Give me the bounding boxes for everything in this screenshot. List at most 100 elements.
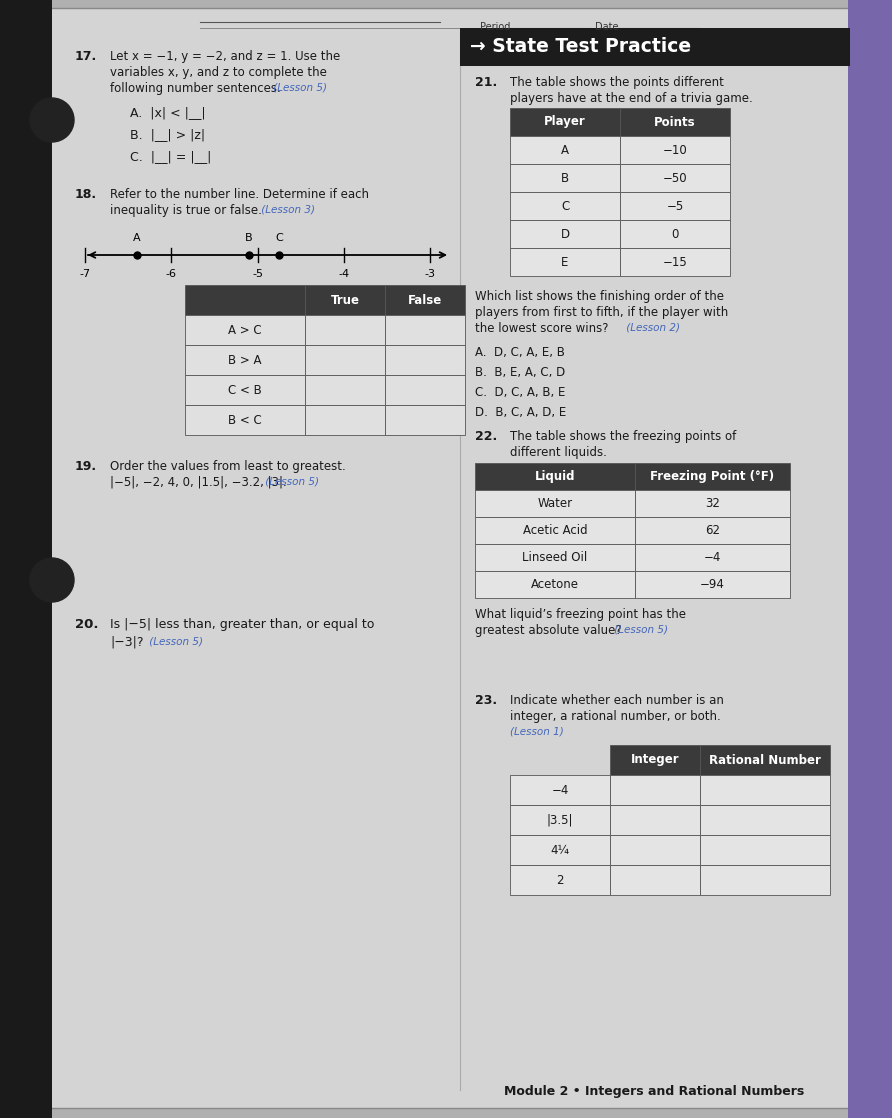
Text: (Lesson 2): (Lesson 2) [623, 322, 680, 332]
Text: −4: −4 [551, 784, 569, 796]
FancyBboxPatch shape [620, 220, 730, 248]
Text: False: False [408, 294, 442, 306]
Text: -3: -3 [425, 269, 435, 280]
FancyBboxPatch shape [475, 517, 635, 544]
FancyBboxPatch shape [635, 571, 790, 598]
FancyBboxPatch shape [700, 865, 830, 896]
FancyBboxPatch shape [0, 0, 52, 1118]
FancyBboxPatch shape [510, 865, 610, 896]
Text: True: True [331, 294, 359, 306]
Text: -4: -4 [338, 269, 350, 280]
Text: Acetone: Acetone [531, 578, 579, 591]
Text: Is |−5| less than, greater than, or equal to: Is |−5| less than, greater than, or equa… [110, 618, 375, 631]
Text: D.  B, C, A, D, E: D. B, C, A, D, E [475, 406, 566, 419]
Text: the lowest score wins?: the lowest score wins? [475, 322, 608, 335]
Text: |3.5|: |3.5| [547, 814, 574, 826]
Text: −4: −4 [704, 551, 722, 563]
Text: Points: Points [654, 115, 696, 129]
FancyBboxPatch shape [510, 192, 620, 220]
FancyBboxPatch shape [510, 775, 610, 805]
FancyBboxPatch shape [620, 248, 730, 276]
Text: Which list shows the finishing order of the: Which list shows the finishing order of … [475, 290, 724, 303]
Text: -7: -7 [79, 269, 91, 280]
FancyBboxPatch shape [460, 28, 850, 66]
Text: −15: −15 [663, 256, 688, 268]
FancyBboxPatch shape [610, 775, 700, 805]
Text: → State Test Practice: → State Test Practice [470, 38, 691, 57]
Text: −10: −10 [663, 143, 688, 157]
Text: 18.: 18. [75, 188, 97, 201]
FancyBboxPatch shape [610, 805, 700, 835]
Text: |−3|?: |−3|? [110, 636, 144, 650]
Text: greatest absolute value?: greatest absolute value? [475, 624, 622, 637]
FancyBboxPatch shape [475, 490, 635, 517]
FancyBboxPatch shape [50, 8, 850, 1108]
Text: A: A [133, 233, 141, 243]
Text: C: C [276, 233, 283, 243]
FancyBboxPatch shape [620, 164, 730, 192]
FancyBboxPatch shape [620, 108, 730, 136]
Text: The table shows the freezing points of: The table shows the freezing points of [510, 430, 736, 443]
FancyBboxPatch shape [848, 0, 892, 1118]
Text: −50: −50 [663, 171, 688, 184]
Text: 17.: 17. [75, 50, 97, 63]
FancyBboxPatch shape [635, 463, 790, 490]
Text: 22.: 22. [475, 430, 497, 443]
Text: B > A: B > A [228, 353, 261, 367]
Text: variables x, y, and z to complete the: variables x, y, and z to complete the [110, 66, 326, 79]
FancyBboxPatch shape [475, 544, 635, 571]
FancyBboxPatch shape [185, 345, 305, 375]
Text: 20.: 20. [75, 618, 98, 631]
Text: (Lesson 5): (Lesson 5) [611, 624, 668, 634]
FancyBboxPatch shape [620, 136, 730, 164]
Circle shape [30, 558, 74, 601]
FancyBboxPatch shape [385, 345, 465, 375]
Text: Order the values from least to greatest.: Order the values from least to greatest. [110, 459, 346, 473]
Text: 0: 0 [672, 227, 679, 240]
Text: 2: 2 [557, 873, 564, 887]
Text: Indicate whether each number is an: Indicate whether each number is an [510, 694, 724, 707]
Text: Module 2 • Integers and Rational Numbers: Module 2 • Integers and Rational Numbers [504, 1084, 804, 1098]
Text: (Lesson 5): (Lesson 5) [146, 636, 203, 646]
Text: D: D [560, 227, 570, 240]
FancyBboxPatch shape [385, 405, 465, 435]
Text: Freezing Point (°F): Freezing Point (°F) [650, 470, 774, 483]
FancyBboxPatch shape [510, 745, 610, 775]
FancyBboxPatch shape [305, 285, 385, 315]
Text: C < B: C < B [228, 383, 262, 397]
FancyBboxPatch shape [385, 285, 465, 315]
Text: A.  |x| < |__|: A. |x| < |__| [130, 106, 206, 119]
FancyBboxPatch shape [185, 285, 305, 315]
FancyBboxPatch shape [700, 835, 830, 865]
FancyBboxPatch shape [510, 164, 620, 192]
Text: B: B [245, 233, 252, 243]
Text: 23.: 23. [475, 694, 497, 707]
Text: B < C: B < C [228, 414, 262, 426]
Text: (Lesson 5): (Lesson 5) [270, 82, 327, 92]
Text: A > C: A > C [228, 323, 262, 337]
Text: 19.: 19. [75, 459, 97, 473]
FancyBboxPatch shape [620, 192, 730, 220]
FancyBboxPatch shape [185, 375, 305, 405]
FancyBboxPatch shape [610, 835, 700, 865]
FancyBboxPatch shape [475, 571, 635, 598]
FancyBboxPatch shape [305, 345, 385, 375]
Text: The table shows the points different: The table shows the points different [510, 76, 724, 89]
Text: Let x = −1, y = −2, and z = 1. Use the: Let x = −1, y = −2, and z = 1. Use the [110, 50, 340, 63]
Text: -6: -6 [166, 269, 177, 280]
FancyBboxPatch shape [635, 544, 790, 571]
Text: |−5|, −2, 4, 0, |1.5|, −3.2, |3|.: |−5|, −2, 4, 0, |1.5|, −3.2, |3|. [110, 476, 286, 489]
Text: Period: Period [480, 22, 510, 32]
Text: (Lesson 1): (Lesson 1) [510, 726, 564, 736]
Text: integer, a rational number, or both.: integer, a rational number, or both. [510, 710, 721, 723]
Text: B.  |__| > |z|: B. |__| > |z| [130, 127, 205, 141]
FancyBboxPatch shape [610, 745, 700, 775]
Text: Player: Player [544, 115, 586, 129]
Text: B: B [561, 171, 569, 184]
Text: 4¼: 4¼ [550, 843, 569, 856]
FancyBboxPatch shape [185, 405, 305, 435]
Text: (Lesson 3): (Lesson 3) [258, 203, 315, 214]
Text: (Lesson 5): (Lesson 5) [262, 476, 319, 486]
Text: A: A [561, 143, 569, 157]
FancyBboxPatch shape [510, 248, 620, 276]
